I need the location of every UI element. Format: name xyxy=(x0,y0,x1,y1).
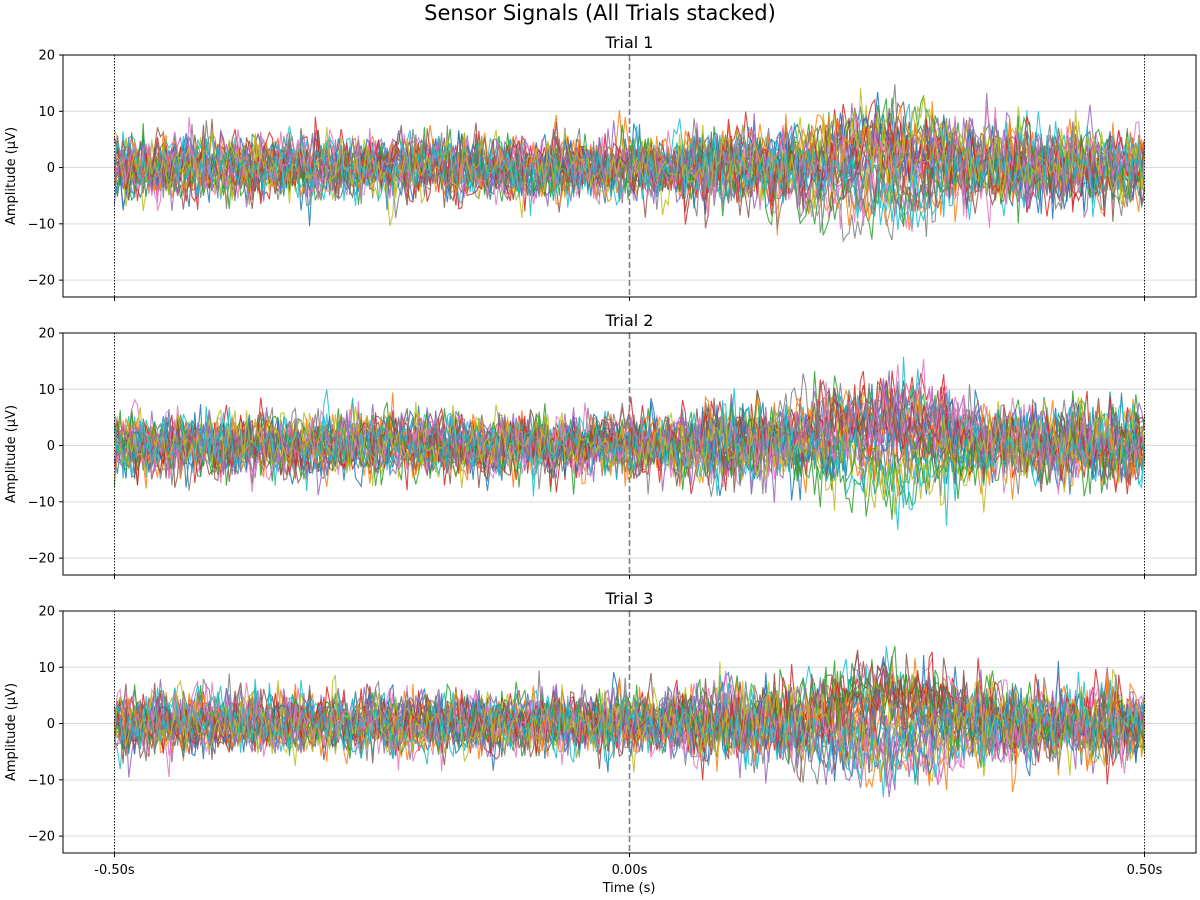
subplot-3: −20 −10 0 10 20 Trial 3 Amplitude (µV) -0.50s 0.… xyxy=(4,589,1197,878)
x-tick-label: -0.50s xyxy=(94,863,135,878)
y-tick-label: −20 xyxy=(28,552,55,567)
subplot-title: Trial 3 xyxy=(605,589,654,608)
series-line-28 xyxy=(113,383,1146,495)
y-tick-label: −10 xyxy=(28,495,55,510)
x-axis-label: Time (s) xyxy=(602,881,656,896)
y-tick-label: −10 xyxy=(28,773,55,788)
y-tick-label: −10 xyxy=(28,217,55,232)
y-tick-label: −20 xyxy=(28,830,55,845)
series-line-29 xyxy=(114,397,1146,509)
series-line-23 xyxy=(114,115,1146,240)
y-tick-label: 10 xyxy=(38,105,55,120)
y-tick-label: 0 xyxy=(47,161,55,176)
x-tick-label: 0.00s xyxy=(612,863,648,878)
y-tick-label: 20 xyxy=(38,49,55,64)
x-tick-label: 0.50s xyxy=(1127,863,1163,878)
subplot-title: Trial 1 xyxy=(605,33,654,52)
y-tick-label: 10 xyxy=(38,661,55,676)
subplot-2: −20 −10 0 10 20 Trial 2 Amplitude (µV) xyxy=(4,311,1197,579)
y-tick-label: 10 xyxy=(38,383,55,398)
y-axis-label: Amplitude (µV) xyxy=(4,683,19,781)
y-axis-label: Amplitude (µV) xyxy=(4,405,19,503)
series-line-28 xyxy=(113,124,1146,234)
figure-title: Sensor Signals (All Trials stacked) xyxy=(424,1,776,25)
subplots-group: −20 −10 0 10 20 Trial 1 Amplitude (µV) −20 −10 0 1… xyxy=(4,33,1197,878)
y-tick-label: 0 xyxy=(47,439,55,454)
y-axis-label: Amplitude (µV) xyxy=(4,127,19,225)
series-line-25 xyxy=(113,116,1145,209)
y-tick-label: 20 xyxy=(38,605,55,620)
y-tick-label: 20 xyxy=(38,327,55,342)
subplot-1: −20 −10 0 10 20 Trial 1 Amplitude (µV) xyxy=(4,33,1197,301)
y-tick-label: −20 xyxy=(28,274,55,289)
series-line-29 xyxy=(113,669,1145,777)
subplot-title: Trial 2 xyxy=(605,311,654,330)
y-tick-label: 0 xyxy=(47,717,55,732)
